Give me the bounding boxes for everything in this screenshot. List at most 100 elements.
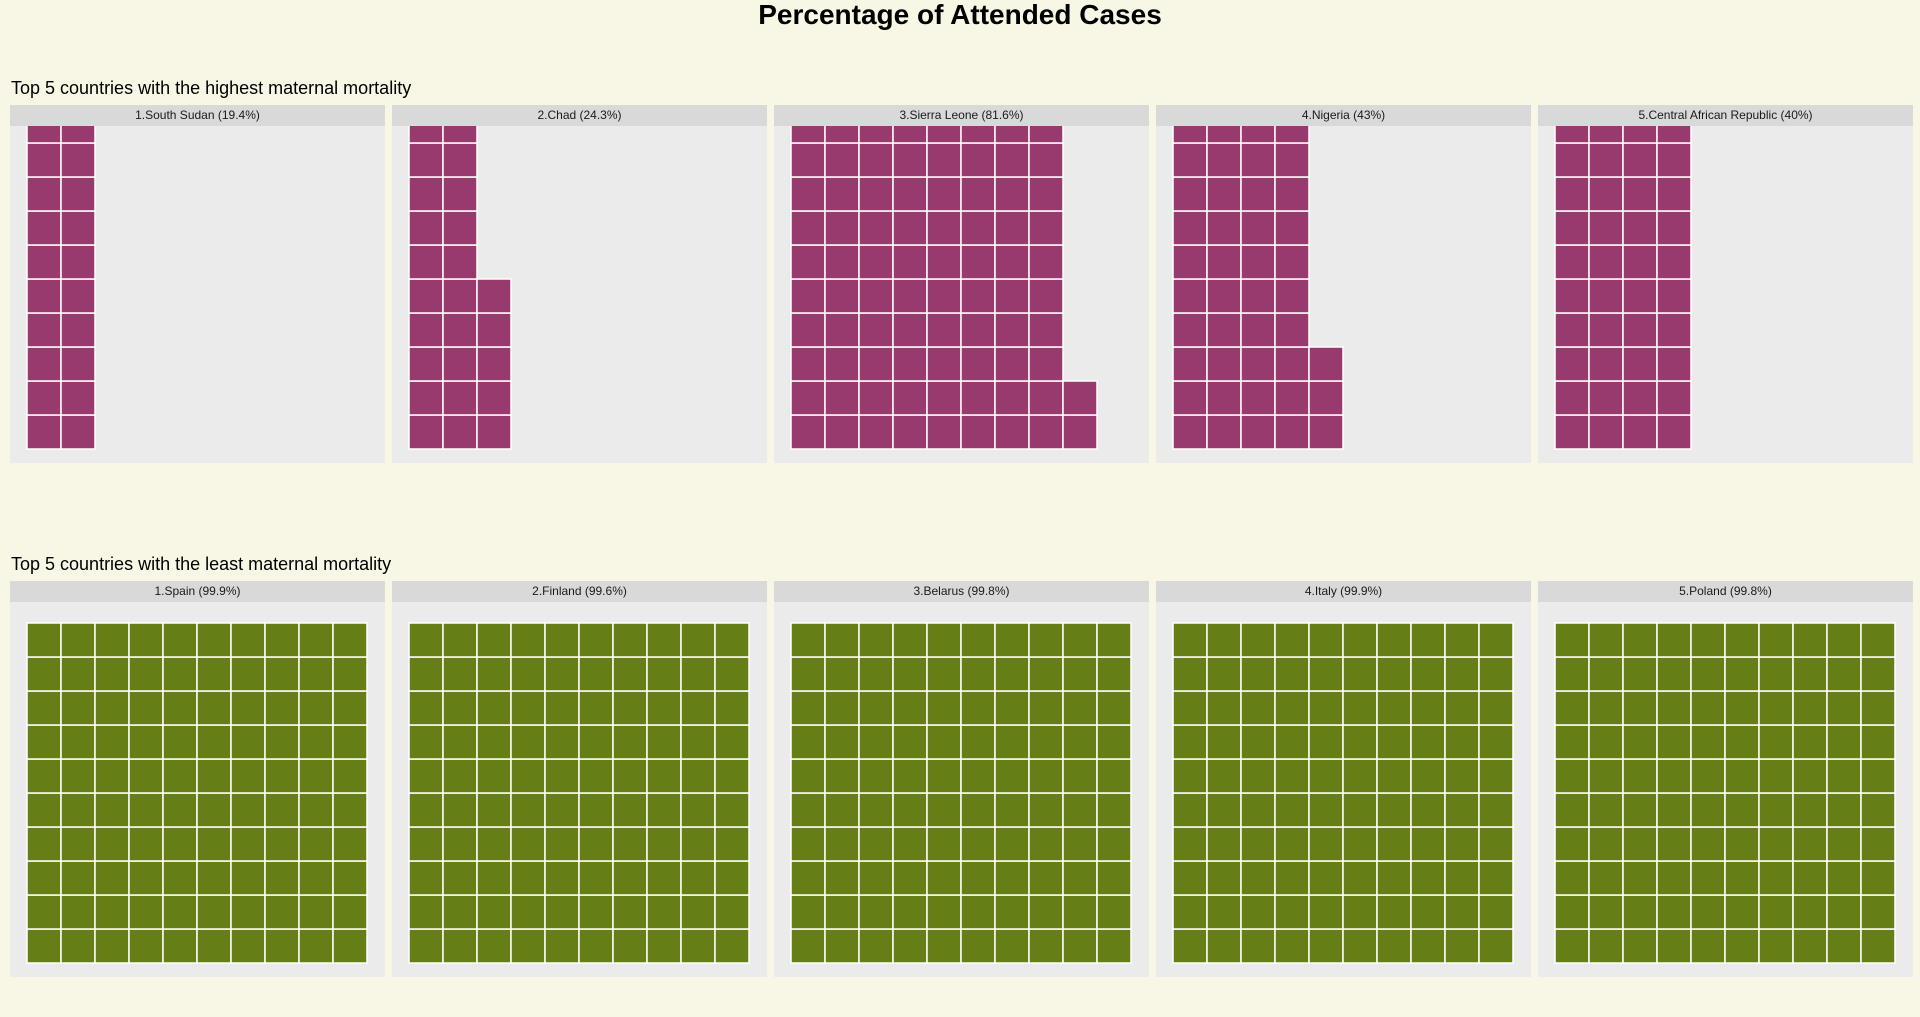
waffle-square xyxy=(1240,758,1276,794)
waffle-square xyxy=(476,792,512,828)
waffle-square xyxy=(1860,690,1896,726)
waffle-square xyxy=(1826,656,1862,692)
waffle-square xyxy=(1062,826,1098,862)
waffle-square xyxy=(196,826,232,862)
waffle-square xyxy=(1758,690,1794,726)
waffle-square xyxy=(128,792,164,828)
waffle-square xyxy=(26,826,62,862)
waffle-square xyxy=(442,894,478,930)
waffle-grid xyxy=(790,126,1098,450)
waffle-square xyxy=(960,126,996,144)
waffle-square xyxy=(1860,622,1896,658)
waffle-square xyxy=(892,894,928,930)
waffle-square xyxy=(94,690,130,726)
waffle-square xyxy=(60,278,96,314)
waffle-square xyxy=(1554,380,1590,416)
waffle-square xyxy=(1554,622,1590,658)
waffle-square xyxy=(714,758,750,794)
panel-strip-label: 2.Finland (99.6%) xyxy=(392,581,767,602)
waffle-square xyxy=(1622,724,1658,760)
waffle-square xyxy=(1724,792,1760,828)
chart-title: Percentage of Attended Cases xyxy=(758,0,1162,30)
waffle-square xyxy=(1656,758,1692,794)
waffle-square xyxy=(1206,176,1242,212)
waffle-square xyxy=(714,894,750,930)
waffle-square xyxy=(60,622,96,658)
waffle-square xyxy=(1410,758,1446,794)
waffle-square xyxy=(476,346,512,382)
waffle-square xyxy=(926,126,962,144)
waffle-square xyxy=(408,312,444,348)
waffle-square xyxy=(578,792,614,828)
waffle-square xyxy=(442,210,478,246)
waffle-square xyxy=(1478,690,1514,726)
waffle-square xyxy=(1096,758,1132,794)
waffle-square xyxy=(1444,758,1480,794)
waffle-square xyxy=(1622,126,1658,144)
waffle-square xyxy=(1410,894,1446,930)
waffle-square xyxy=(544,792,580,828)
waffle-square xyxy=(1444,826,1480,862)
waffle-square xyxy=(1172,894,1208,930)
waffle-square xyxy=(1690,622,1726,658)
waffle-square xyxy=(476,656,512,692)
waffle-square xyxy=(824,894,860,930)
waffle-square xyxy=(892,414,928,450)
waffle-square xyxy=(442,656,478,692)
waffle-square xyxy=(892,826,928,862)
waffle-square xyxy=(408,656,444,692)
waffle-square xyxy=(1172,380,1208,416)
waffle-square xyxy=(26,278,62,314)
waffle-square xyxy=(960,690,996,726)
waffle-square xyxy=(1308,792,1344,828)
waffle-square xyxy=(1554,758,1590,794)
waffle-square xyxy=(94,656,130,692)
waffle-square xyxy=(1376,928,1412,964)
waffle-square xyxy=(1096,656,1132,692)
waffle-square xyxy=(1588,894,1624,930)
waffle-square xyxy=(476,278,512,314)
waffle-square xyxy=(1172,690,1208,726)
waffle-square xyxy=(264,758,300,794)
waffle-square xyxy=(230,928,266,964)
waffle-square xyxy=(824,126,860,144)
waffle-square xyxy=(1554,414,1590,450)
panel-strip-label: 2.Chad (24.3%) xyxy=(392,105,767,126)
waffle-square xyxy=(1622,860,1658,896)
waffle-square xyxy=(26,792,62,828)
waffle-square xyxy=(1656,142,1692,178)
waffle-square xyxy=(824,860,860,896)
waffle-square xyxy=(1274,210,1310,246)
waffle-square xyxy=(612,656,648,692)
waffle-square xyxy=(578,656,614,692)
waffle-square xyxy=(1172,414,1208,450)
waffle-square xyxy=(1206,210,1242,246)
panel-sierra-leone: 3.Sierra Leone (81.6%) xyxy=(774,105,1149,463)
waffle-square xyxy=(408,414,444,450)
waffle-square xyxy=(1622,622,1658,658)
waffle-grid xyxy=(1554,622,1896,964)
waffle-square xyxy=(858,176,894,212)
waffle-grid xyxy=(408,622,750,964)
waffle-square xyxy=(960,244,996,280)
waffle-square xyxy=(162,792,198,828)
waffle-square xyxy=(442,414,478,450)
waffle-square xyxy=(196,690,232,726)
waffle-square xyxy=(1028,928,1064,964)
waffle-square xyxy=(892,792,928,828)
waffle-square xyxy=(578,724,614,760)
waffle-square xyxy=(332,622,368,658)
waffle-square xyxy=(926,894,962,930)
waffle-square xyxy=(196,894,232,930)
waffle-square xyxy=(230,860,266,896)
waffle-square xyxy=(26,622,62,658)
waffle-square xyxy=(790,690,826,726)
waffle-square xyxy=(858,278,894,314)
waffle-square xyxy=(858,656,894,692)
waffle-square xyxy=(230,758,266,794)
waffle-square xyxy=(26,312,62,348)
waffle-square xyxy=(1172,142,1208,178)
waffle-square xyxy=(476,894,512,930)
waffle-square xyxy=(196,860,232,896)
panel-central-african-republic: 5.Central African Republic (40%) xyxy=(1538,105,1913,463)
